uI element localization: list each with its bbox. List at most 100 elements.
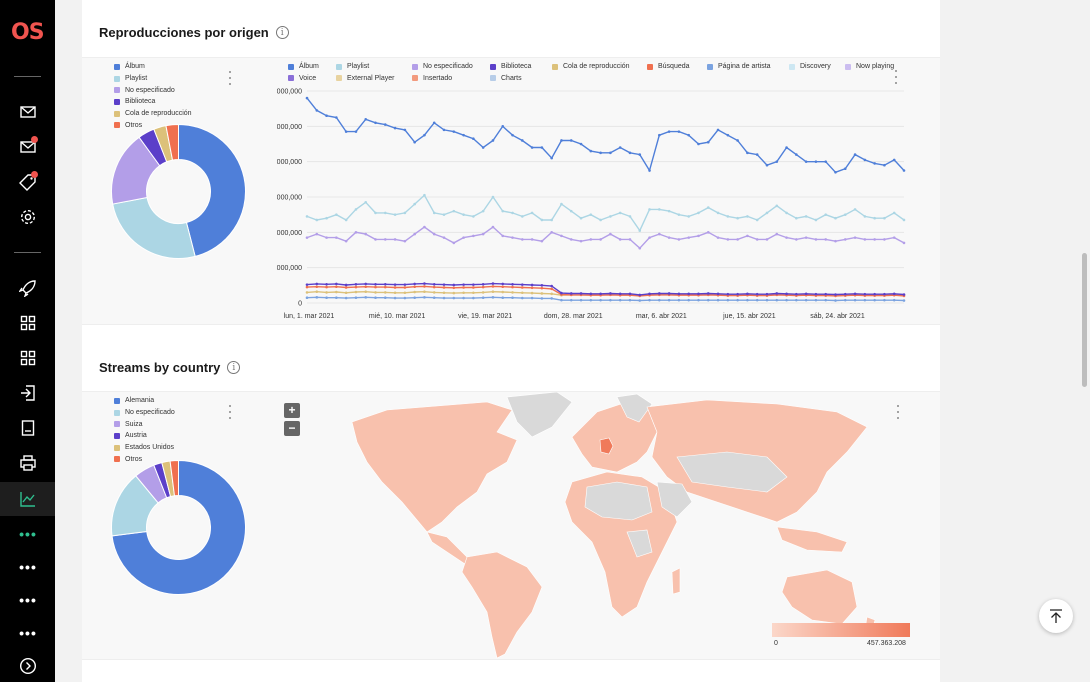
data-point[interactable] xyxy=(325,236,328,239)
data-point[interactable] xyxy=(501,209,505,213)
data-point[interactable] xyxy=(736,139,739,142)
data-point[interactable] xyxy=(892,298,896,302)
data-point[interactable] xyxy=(374,296,377,299)
data-point[interactable] xyxy=(511,211,514,215)
data-point[interactable] xyxy=(393,286,397,289)
data-point[interactable] xyxy=(423,285,426,288)
legend-item[interactable]: Búsqueda xyxy=(647,63,690,70)
data-point[interactable] xyxy=(834,170,837,174)
data-point[interactable] xyxy=(530,238,534,241)
donut-slice[interactable] xyxy=(165,123,179,161)
data-point[interactable] xyxy=(667,209,671,213)
data-point[interactable] xyxy=(599,298,602,302)
data-point[interactable] xyxy=(452,291,456,295)
data-point[interactable] xyxy=(364,117,368,121)
data-point[interactable] xyxy=(530,296,534,300)
data-point[interactable] xyxy=(511,236,514,239)
data-point[interactable] xyxy=(374,291,377,294)
data-point[interactable] xyxy=(344,296,348,300)
data-point[interactable] xyxy=(785,211,788,215)
data-point[interactable] xyxy=(579,292,583,295)
data-point[interactable] xyxy=(540,284,544,287)
data-point[interactable] xyxy=(305,291,309,294)
data-point[interactable] xyxy=(755,298,759,302)
data-point[interactable] xyxy=(491,296,495,299)
data-point[interactable] xyxy=(706,292,710,295)
data-point[interactable] xyxy=(403,283,407,286)
legend-item[interactable]: Estados Unidos xyxy=(114,442,175,454)
data-point[interactable] xyxy=(618,292,622,296)
data-point[interactable] xyxy=(383,238,387,241)
mail-icon[interactable] xyxy=(15,99,41,125)
data-point[interactable] xyxy=(726,238,730,241)
data-point[interactable] xyxy=(834,239,837,243)
data-point[interactable] xyxy=(667,236,671,239)
data-point[interactable] xyxy=(403,291,407,295)
data-point[interactable] xyxy=(883,298,886,302)
kebab-menu-icon[interactable] xyxy=(893,70,899,84)
data-point[interactable] xyxy=(491,139,495,142)
data-point[interactable] xyxy=(511,133,514,137)
data-point[interactable] xyxy=(335,213,338,216)
data-point[interactable] xyxy=(432,232,436,236)
data-point[interactable] xyxy=(335,116,338,119)
data-point[interactable] xyxy=(393,126,397,130)
data-point[interactable] xyxy=(628,215,632,218)
data-point[interactable] xyxy=(383,282,387,286)
data-point[interactable] xyxy=(560,234,563,238)
gear-icon[interactable] xyxy=(15,204,41,230)
world-map[interactable] xyxy=(347,392,887,660)
data-point[interactable] xyxy=(648,292,651,296)
data-point[interactable] xyxy=(521,139,524,142)
kebab-menu-icon[interactable] xyxy=(227,405,233,419)
data-point[interactable] xyxy=(413,290,416,294)
data-point[interactable] xyxy=(432,121,436,125)
data-point[interactable] xyxy=(648,236,651,239)
data-point[interactable] xyxy=(354,208,358,211)
series-line[interactable] xyxy=(306,226,905,250)
data-point[interactable] xyxy=(491,195,495,199)
data-point[interactable] xyxy=(765,163,769,167)
data-point[interactable] xyxy=(442,283,446,286)
data-point[interactable] xyxy=(697,234,700,238)
data-point[interactable] xyxy=(344,218,348,222)
data-point[interactable] xyxy=(658,292,661,295)
data-point[interactable] xyxy=(423,290,426,293)
info-icon[interactable]: i xyxy=(275,26,289,39)
data-point[interactable] xyxy=(501,290,505,294)
sign-in-icon[interactable] xyxy=(15,380,41,406)
legend-item[interactable]: Voice xyxy=(288,75,316,82)
data-point[interactable] xyxy=(423,225,426,229)
data-point[interactable] xyxy=(746,234,749,238)
data-point[interactable] xyxy=(550,287,553,291)
data-point[interactable] xyxy=(521,283,524,286)
data-point[interactable] xyxy=(442,236,446,239)
data-point[interactable] xyxy=(892,158,896,162)
data-point[interactable] xyxy=(697,211,700,215)
data-point[interactable] xyxy=(834,299,837,302)
data-point[interactable] xyxy=(746,298,749,302)
data-point[interactable] xyxy=(413,282,416,286)
data-point[interactable] xyxy=(785,298,788,302)
legend-item[interactable]: Suiza xyxy=(114,418,175,430)
data-point[interactable] xyxy=(354,130,358,133)
data-point[interactable] xyxy=(795,216,798,220)
more-icon[interactable]: ••• xyxy=(19,592,37,608)
data-point[interactable] xyxy=(648,208,651,211)
data-point[interactable] xyxy=(413,285,416,289)
data-point[interactable] xyxy=(843,167,847,171)
data-point[interactable] xyxy=(824,292,828,296)
data-point[interactable] xyxy=(354,282,358,286)
data-point[interactable] xyxy=(618,146,622,149)
data-point[interactable] xyxy=(873,238,876,241)
data-point[interactable] xyxy=(746,215,749,218)
data-point[interactable] xyxy=(521,215,524,218)
data-point[interactable] xyxy=(560,202,563,206)
data-point[interactable] xyxy=(452,241,456,245)
data-point[interactable] xyxy=(795,298,798,302)
data-point[interactable] xyxy=(315,290,319,293)
zoom-out-button[interactable]: − xyxy=(284,421,300,436)
data-point[interactable] xyxy=(726,215,730,218)
data-point[interactable] xyxy=(658,232,661,236)
legend-item[interactable]: Biblioteca xyxy=(114,96,192,108)
